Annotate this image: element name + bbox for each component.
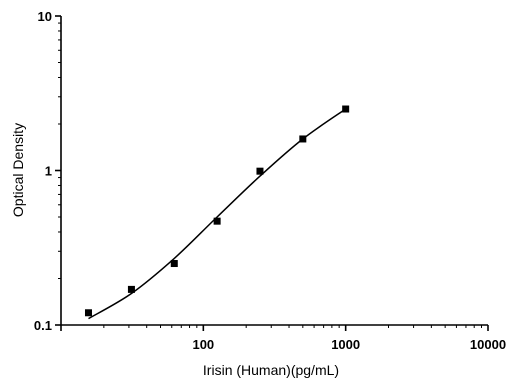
plot-area: [60, 16, 488, 326]
y-tick-label: 10: [38, 9, 52, 24]
data-point: [170, 260, 178, 268]
fit-curve: [88, 108, 347, 320]
data-points: [84, 105, 350, 317]
data-point: [299, 135, 307, 143]
y-axis-label: Optical Density: [10, 123, 26, 217]
data-point: [213, 217, 221, 225]
x-ticks: 100 1000 10000: [60, 325, 506, 352]
x-axis-label: Irisin (Human)(pg/mL): [203, 362, 339, 378]
data-point: [127, 285, 135, 293]
y-tick-label: 0.1: [34, 318, 52, 333]
data-point: [342, 105, 350, 113]
x-tick-label: 1000: [331, 337, 360, 352]
data-point: [84, 309, 92, 317]
x-tick-label: 10000: [470, 337, 506, 352]
y-ticks: 0.1 1 10: [34, 9, 61, 333]
data-point: [256, 167, 264, 175]
y-tick-label: 1: [45, 164, 52, 179]
x-tick-label: 100: [192, 337, 214, 352]
